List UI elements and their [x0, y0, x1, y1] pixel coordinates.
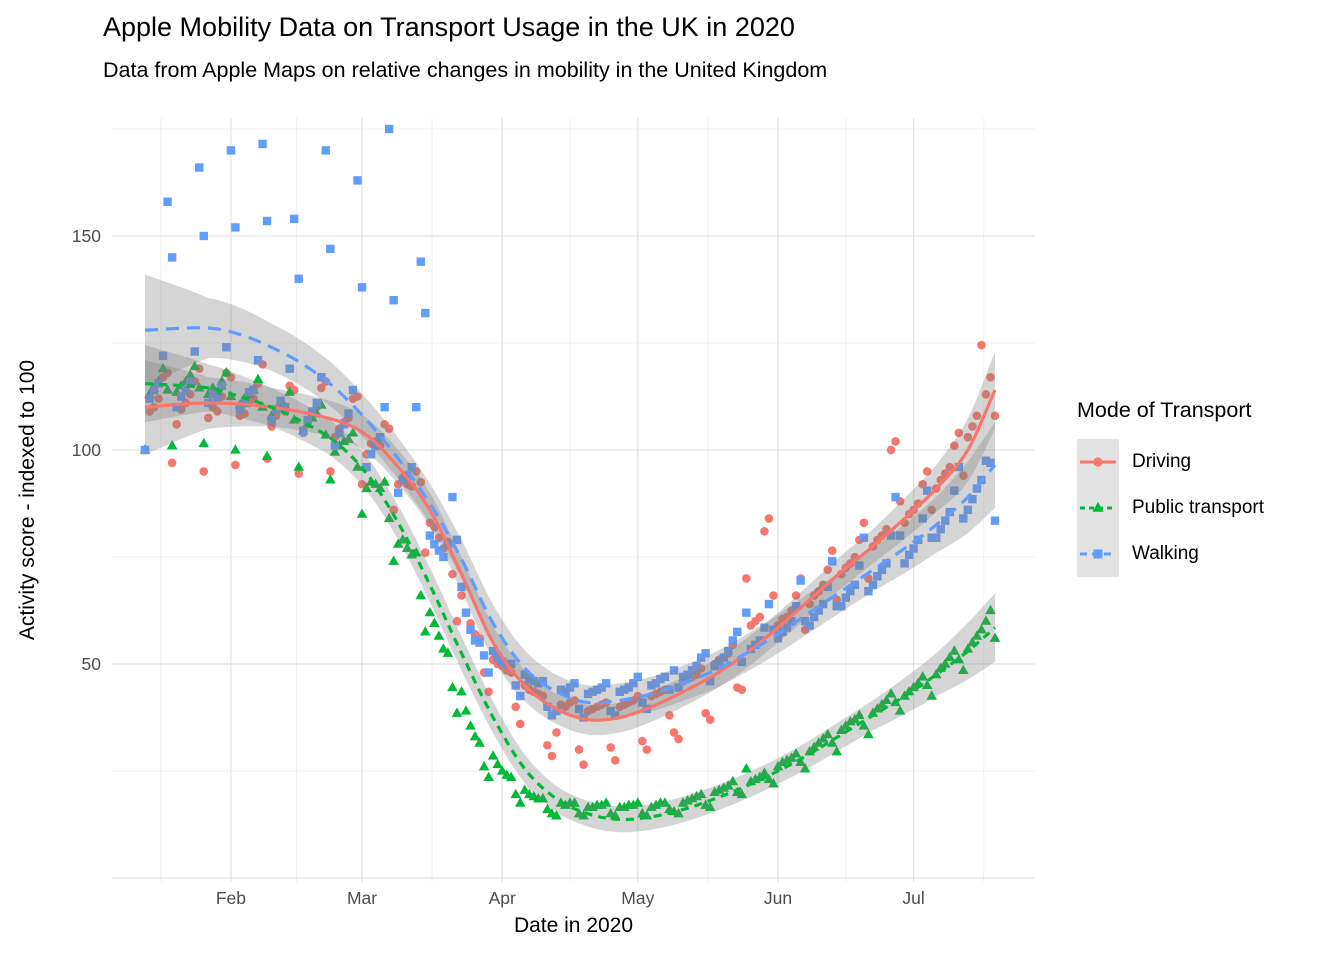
legend-label: Walking: [1132, 543, 1199, 564]
legend-label: Driving: [1132, 451, 1192, 472]
chart-subtitle: Data from Apple Maps on relative changes…: [103, 58, 828, 82]
x-tick-label: Jul: [902, 888, 924, 908]
driving-trend-line: [144, 389, 997, 722]
y-tick-label: 150: [72, 226, 101, 246]
legend-label: Public transport: [1132, 497, 1265, 518]
legend-item-public-transport: Public transport: [1077, 485, 1337, 531]
y-axis-title: Activity score - indexed to 100: [16, 359, 39, 641]
driving-confidence-band: [145, 351, 995, 736]
legend-title: Mode of Transport: [1077, 398, 1252, 422]
x-tick-label: Apr: [489, 888, 516, 908]
public-transport-trend-line: [144, 382, 997, 822]
circle-key-icon: [1077, 439, 1119, 485]
public-transport-confidence-band: [145, 345, 995, 833]
x-tick-label: May: [621, 888, 654, 908]
x-axis-title: Date in 2020: [513, 914, 634, 937]
axis-tick-labels: 50 100 150 Feb Mar Apr May Jun Jul: [72, 226, 925, 908]
square-key-icon: [1077, 531, 1119, 577]
legend-item-walking: Walking: [1077, 531, 1337, 577]
walking-confidence-band: [145, 274, 995, 721]
y-tick-label: 100: [72, 440, 101, 460]
x-tick-label: Mar: [347, 888, 377, 908]
gridlines: [112, 118, 1035, 882]
legend-items: Driving Public transport Walking: [1077, 439, 1337, 577]
legend: Mode of Transport Driving Public transpor…: [1077, 398, 1337, 577]
chart-title: Apple Mobility Data on Transport Usage i…: [103, 12, 795, 42]
legend-item-driving: Driving: [1077, 439, 1337, 485]
walking-points: [140, 124, 1000, 722]
x-tick-label: Feb: [216, 888, 246, 908]
triangle-key-icon: [1077, 485, 1119, 531]
walking-trend-line: [144, 326, 997, 705]
x-tick-label: Jun: [764, 888, 792, 908]
y-tick-label: 50: [82, 654, 102, 674]
